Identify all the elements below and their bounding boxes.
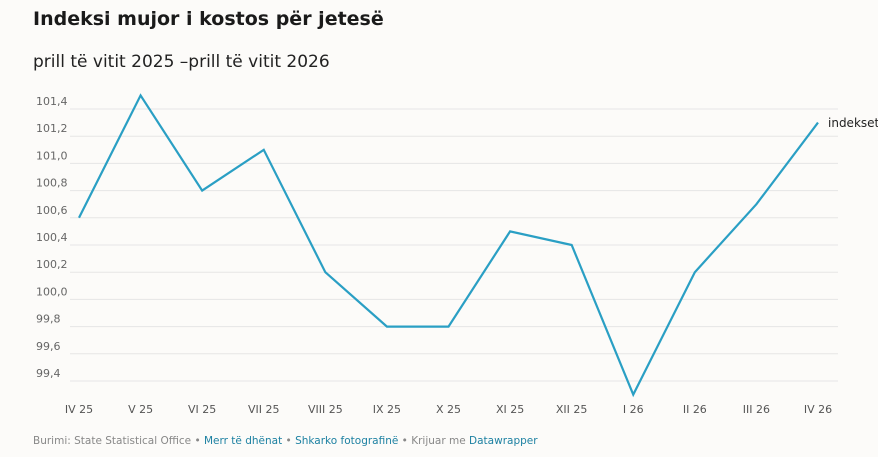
y-tick-label: 101,0 — [36, 149, 68, 162]
y-tick-label: 99,6 — [36, 340, 61, 353]
y-tick-label: 99,4 — [36, 367, 61, 380]
x-tick-label: I 26 — [623, 403, 644, 416]
x-tick-label: IV 26 — [804, 403, 832, 416]
y-tick-label: 100,4 — [36, 231, 68, 244]
line-chart: 99,4 99,6 99,8 100,0 100,2 100,4 100,6 100,8 101… — [36, 93, 878, 416]
y-tick-label: 99,8 — [36, 313, 61, 326]
x-tick-label: X 25 — [436, 403, 461, 416]
x-tick-label: IV 25 — [65, 403, 93, 416]
separator: • — [282, 435, 296, 447]
x-tick-label: VIII 25 — [308, 403, 343, 416]
x-tick-label: VII 25 — [248, 403, 280, 416]
y-tick-label: 100,6 — [36, 204, 68, 217]
chart-subtitle: prill të vitit 2025 –prill të vitit 2026 — [33, 52, 330, 72]
x-tick-label: V 25 — [128, 403, 153, 416]
x-tick-label: VI 25 — [188, 403, 216, 416]
y-tick-label: 100,0 — [36, 285, 68, 298]
series-label: indekset — [828, 116, 878, 130]
x-tick-label: XI 25 — [496, 403, 524, 416]
chart-footer: Burimi: State Statistical Office • Merr … — [33, 435, 538, 447]
separator: • — [191, 435, 204, 447]
y-tick-label: 101,4 — [36, 95, 68, 108]
download-image-link[interactable]: Shkarko fotografinë — [295, 435, 399, 447]
y-tick-label: 100,8 — [36, 177, 68, 190]
x-tick-label: XII 25 — [556, 403, 588, 416]
datawrapper-link[interactable]: Datawrapper — [469, 435, 538, 447]
y-tick-label: 100,2 — [36, 258, 68, 271]
source-text: Burimi: State Statistical Office — [33, 435, 192, 447]
y-tick-label: 101,2 — [36, 122, 68, 135]
get-data-link[interactable]: Merr të dhënat — [204, 435, 283, 447]
created-with-text: Krijuar me — [411, 435, 466, 447]
x-tick-label: II 26 — [683, 403, 707, 416]
x-tick-label: III 26 — [743, 403, 770, 416]
chart-title: Indeksi mujor i kostos për jetesë — [33, 8, 384, 30]
x-tick-label: IX 25 — [373, 403, 401, 416]
separator: • — [398, 435, 412, 447]
